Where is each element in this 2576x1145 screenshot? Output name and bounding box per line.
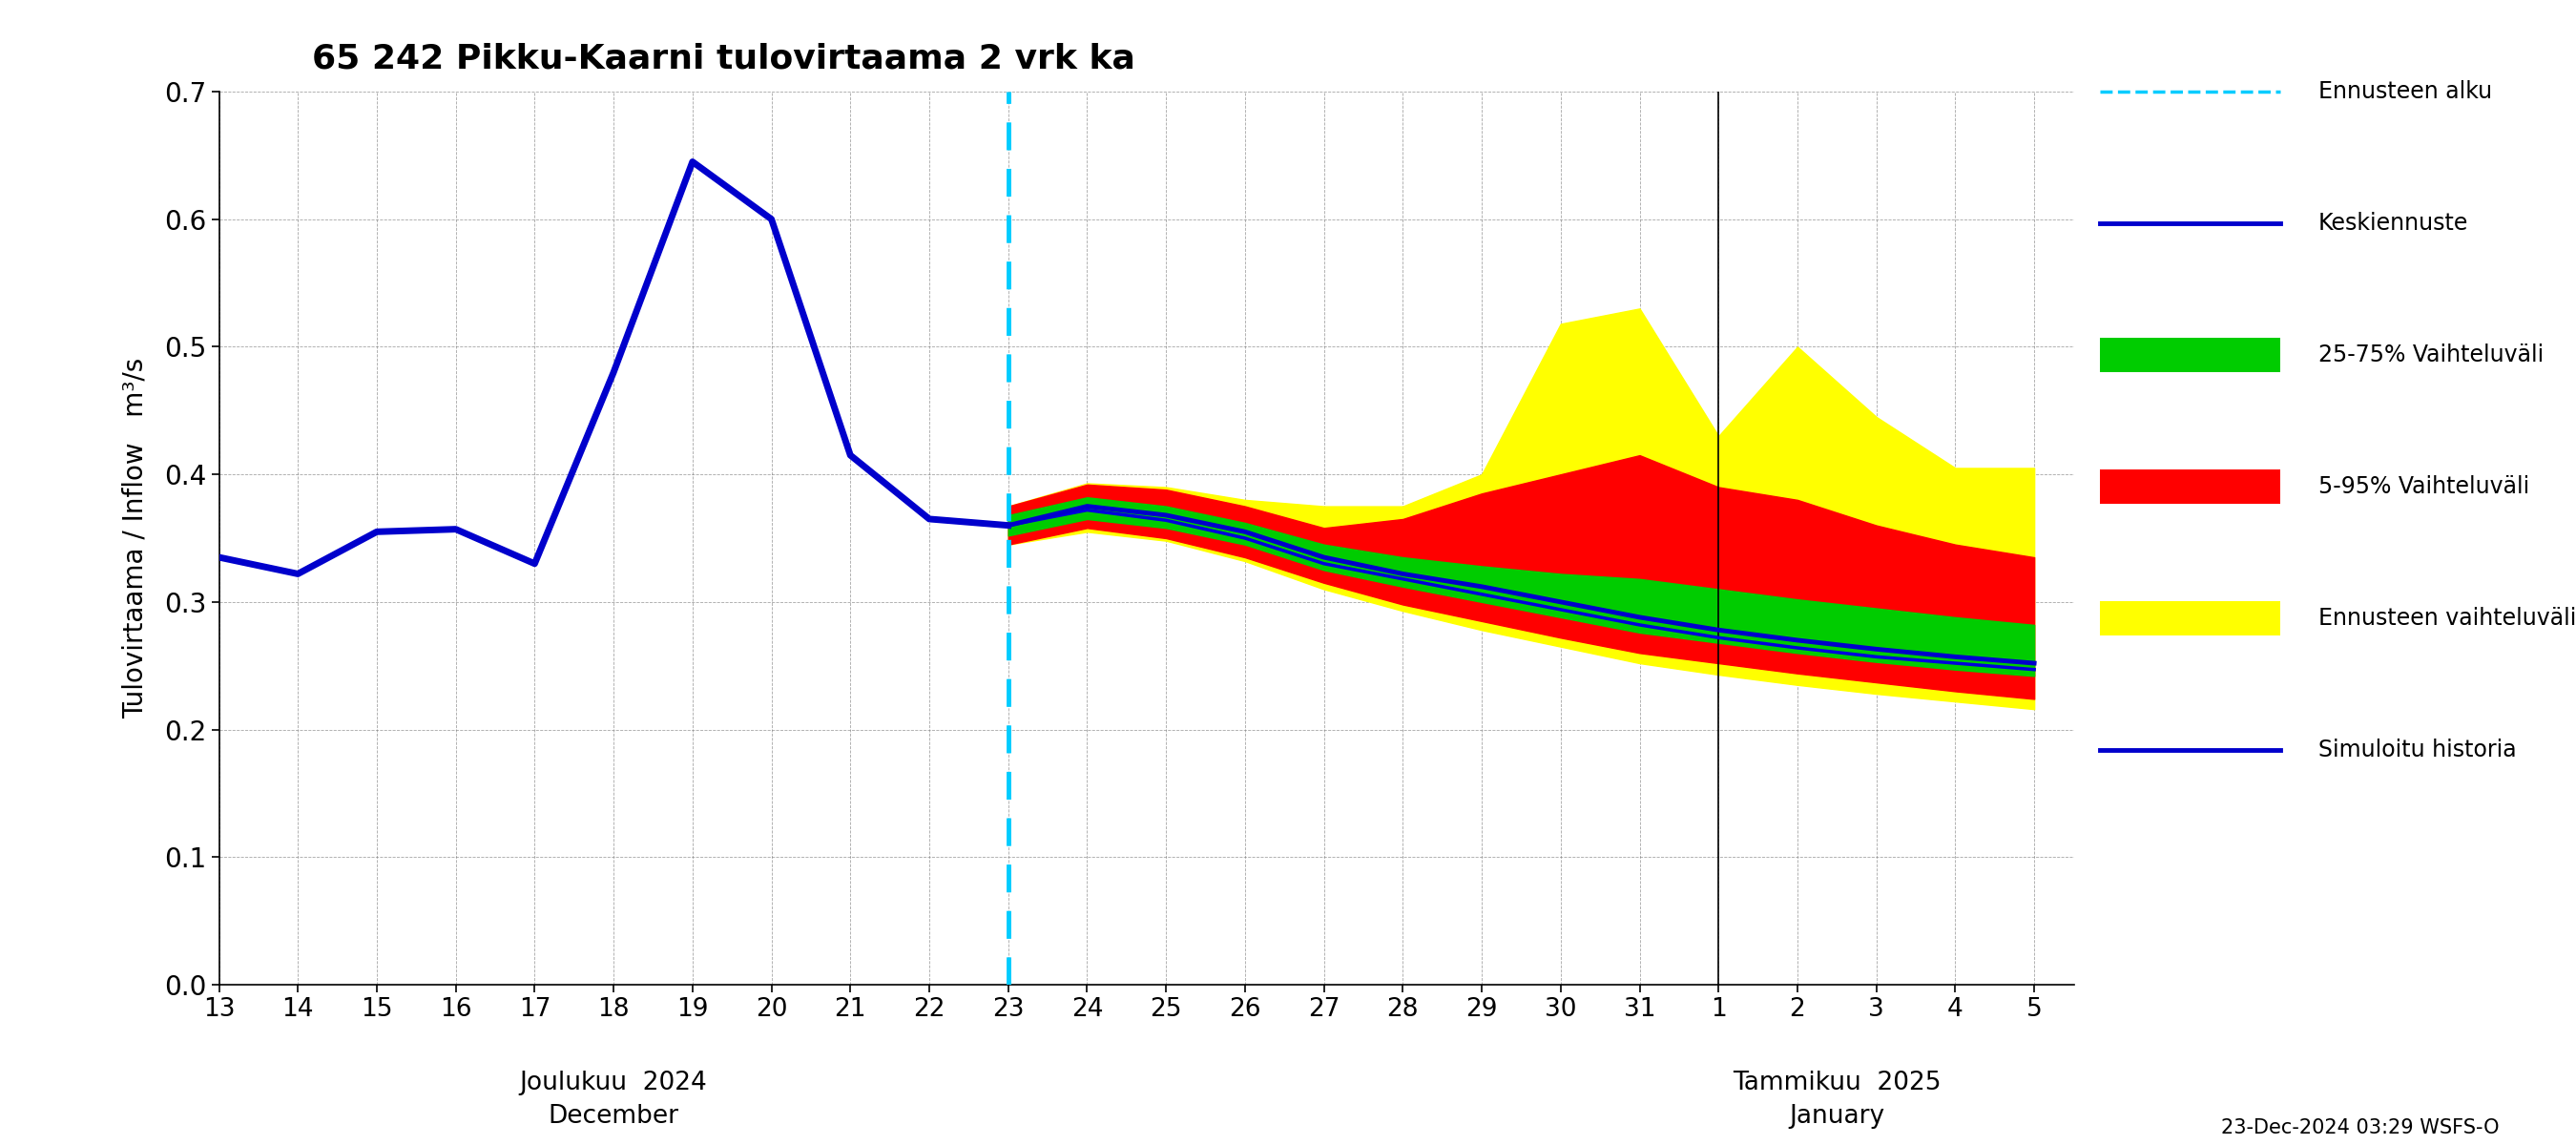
Y-axis label: Tulovirtaama / Inflow   m³/s: Tulovirtaama / Inflow m³/s: [121, 357, 149, 719]
Text: Ennusteen vaihteluväli: Ennusteen vaihteluväli: [2318, 607, 2576, 630]
Text: 25-75% Vaihteluväli: 25-75% Vaihteluväli: [2318, 344, 2543, 366]
Text: 65 242 Pikku-Kaarni tulovirtaama 2 vrk ka: 65 242 Pikku-Kaarni tulovirtaama 2 vrk k…: [312, 42, 1136, 74]
Text: December: December: [549, 1104, 680, 1129]
Text: 5-95% Vaihteluväli: 5-95% Vaihteluväli: [2318, 475, 2530, 498]
Text: January: January: [1790, 1104, 1886, 1129]
Text: 23-Dec-2024 03:29 WSFS-O: 23-Dec-2024 03:29 WSFS-O: [2221, 1119, 2499, 1137]
Text: Keskiennuste: Keskiennuste: [2318, 212, 2468, 235]
Text: Ennusteen alku: Ennusteen alku: [2318, 80, 2491, 103]
Text: Tammikuu  2025: Tammikuu 2025: [1734, 1071, 1942, 1096]
Text: Joulukuu  2024: Joulukuu 2024: [520, 1071, 708, 1096]
Text: Simuloitu historia: Simuloitu historia: [2318, 739, 2517, 761]
